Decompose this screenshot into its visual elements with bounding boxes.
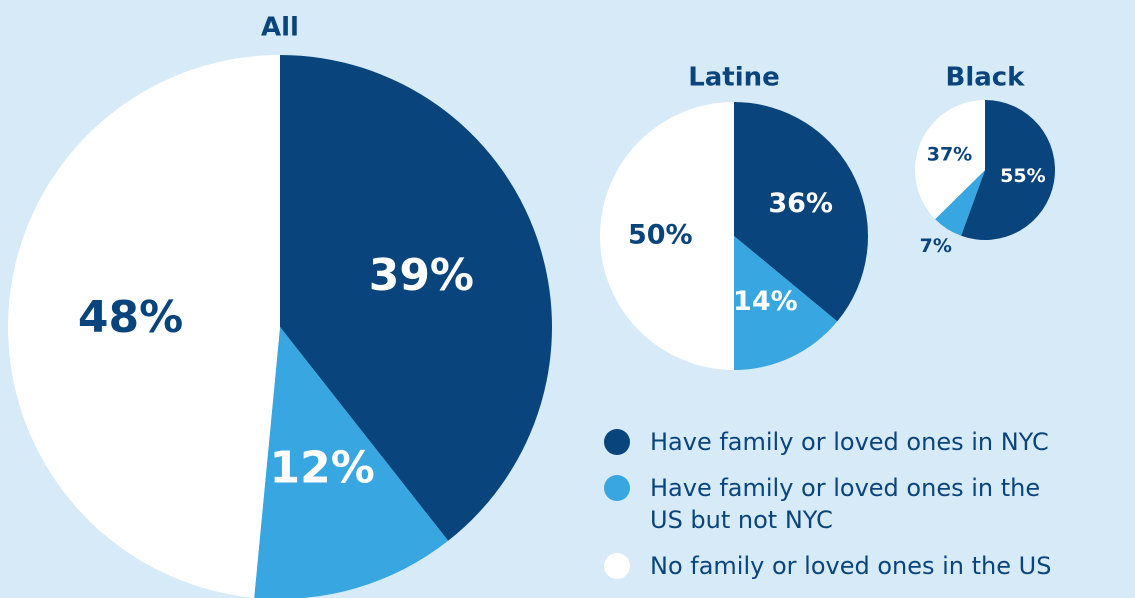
data-label: 37%	[927, 144, 972, 166]
legend-item: Have family or loved ones in the US but …	[604, 472, 1070, 536]
pie-slice	[935, 170, 985, 236]
pie-title: Latine	[688, 63, 780, 93]
legend-item: Have family or loved ones in NYC	[604, 426, 1135, 458]
legend-label: Have family or loved ones in NYC	[650, 428, 1049, 456]
data-label: 50%	[628, 220, 693, 251]
data-label: 12%	[269, 443, 374, 494]
legend-label: No family or loved ones in the US	[650, 552, 1052, 580]
pie-slice	[254, 327, 449, 598]
legend-item: No family or loved ones in the US	[604, 550, 1135, 582]
legend-swatch	[604, 429, 630, 455]
legend-label: Have family or loved ones in the US but …	[650, 474, 1041, 534]
legend-swatch	[604, 553, 630, 579]
data-label: 7%	[920, 235, 952, 257]
pie-slice	[961, 100, 1055, 240]
pie-title: All	[261, 13, 299, 43]
pie-slice	[7, 55, 280, 598]
data-label: 39%	[369, 250, 474, 301]
data-label: 55%	[1000, 165, 1045, 187]
data-label: 48%	[78, 292, 183, 343]
pie-slice	[600, 102, 734, 370]
pie-title: Black	[946, 63, 1026, 93]
data-label: 14%	[733, 286, 798, 317]
pie-slice	[915, 100, 985, 220]
pie-slice	[280, 55, 553, 541]
legend: Have family or loved ones in NYC Have fam…	[604, 426, 1135, 596]
data-label: 36%	[768, 188, 833, 219]
pie-slice	[734, 236, 838, 370]
legend-swatch	[604, 475, 630, 501]
pie-slice	[734, 102, 868, 322]
